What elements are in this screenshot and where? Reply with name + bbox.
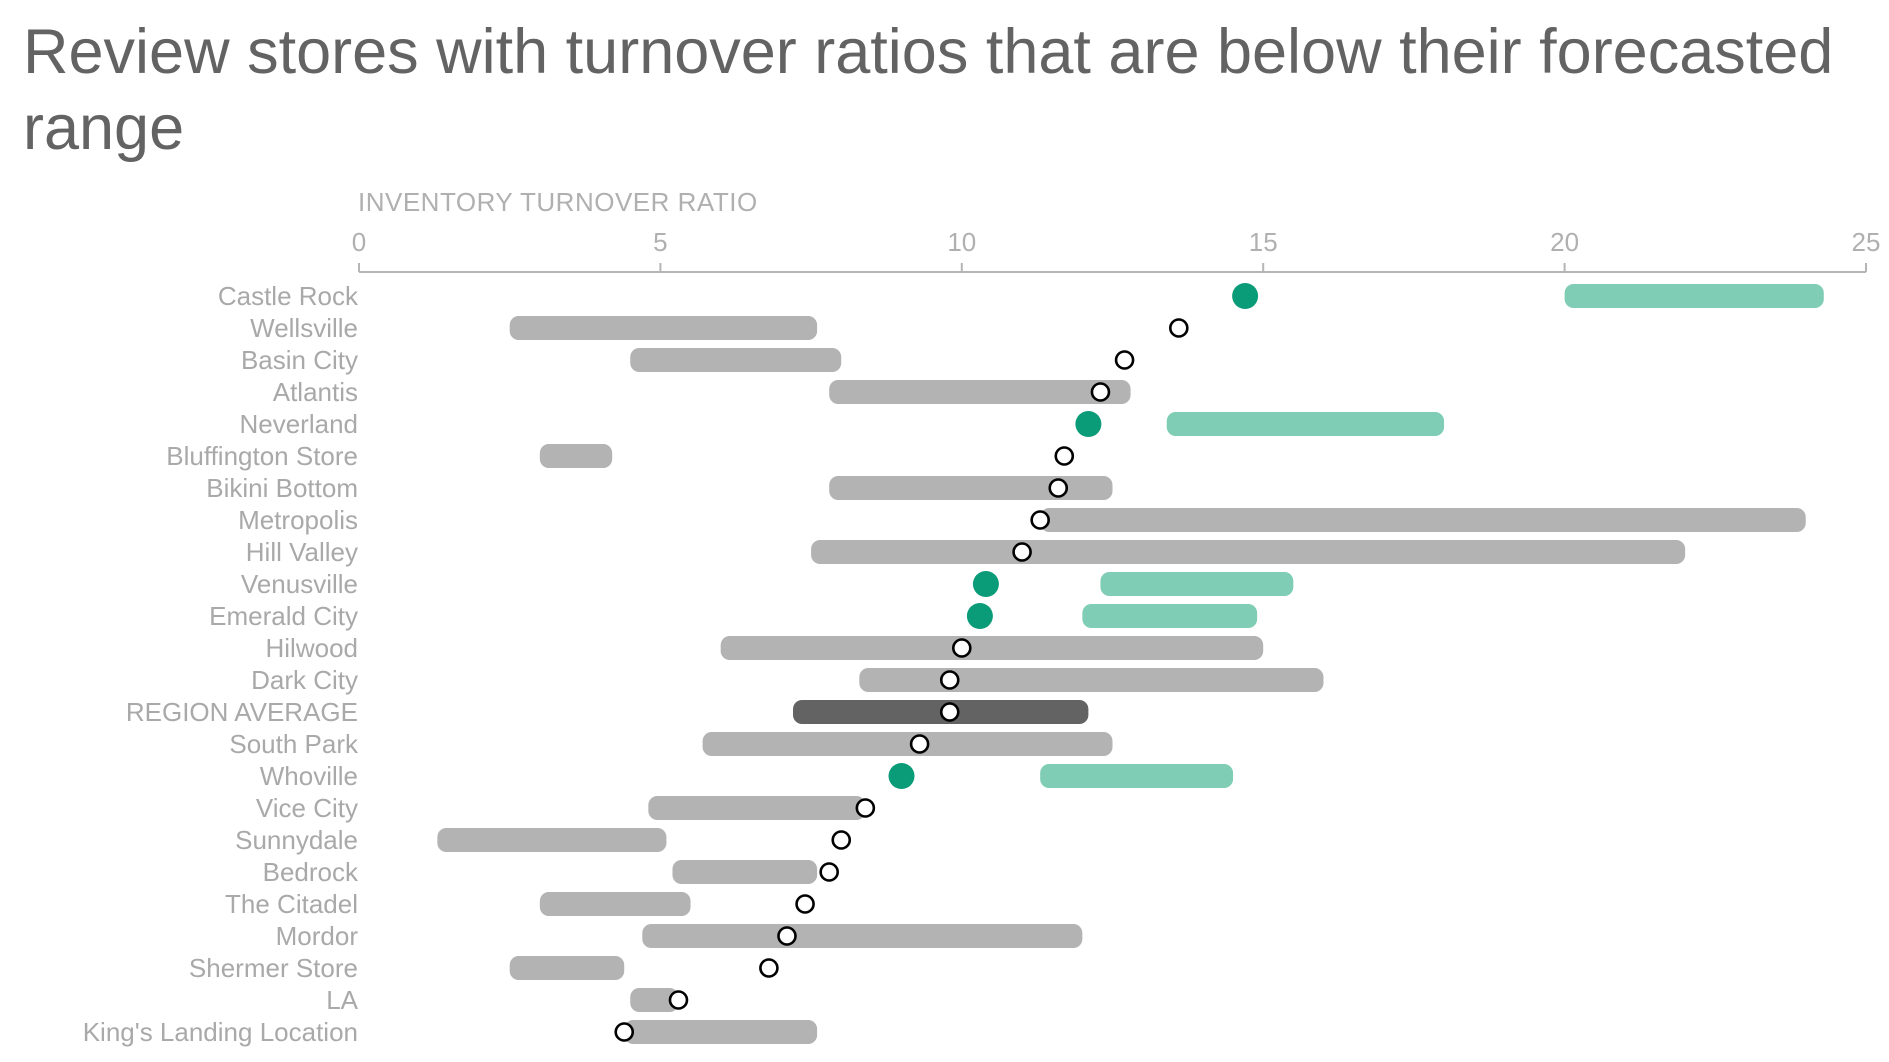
turnover-ratio-dot xyxy=(1114,350,1135,370)
category-label: Hill Valley xyxy=(246,537,358,567)
category-label: Bedrock xyxy=(263,857,359,887)
category-label: Shermer Store xyxy=(189,953,358,983)
category-label: Wellsville xyxy=(250,313,358,343)
turnover-ratio-dot xyxy=(909,734,930,754)
turnover-ratio-dot xyxy=(1054,446,1075,466)
x-tick-label: 20 xyxy=(1550,227,1579,257)
x-tick-label: 10 xyxy=(947,227,976,257)
turnover-ratio-dot xyxy=(668,990,689,1010)
forecast-range-bar xyxy=(630,348,842,372)
turnover-ratio-dot xyxy=(1090,382,1111,402)
category-label: Emerald City xyxy=(209,601,358,631)
category-label: The Citadel xyxy=(225,889,358,919)
turnover-ratio-dot xyxy=(939,670,960,690)
forecast-range-bar xyxy=(648,796,866,820)
turnover-ratio-dot xyxy=(951,638,972,658)
category-label: Basin City xyxy=(241,345,358,375)
category-label: LA xyxy=(326,985,358,1015)
x-tick-label: 25 xyxy=(1852,227,1881,257)
forecast-range-bar xyxy=(539,444,613,468)
turnover-ratio-dot xyxy=(831,830,852,850)
forecast-range-bar xyxy=(1564,284,1824,308)
category-label: Dark City xyxy=(251,665,358,695)
x-tick-label: 0 xyxy=(352,227,366,257)
forecast-range-bar xyxy=(702,732,1113,756)
turnover-ratio-dot xyxy=(1012,542,1032,562)
category-label: Whoville xyxy=(260,761,358,791)
turnover-ratio-dot xyxy=(939,702,960,722)
forecast-range-bar xyxy=(642,924,1083,948)
turnover-ratio-dot xyxy=(1075,411,1102,437)
category-label: Vice City xyxy=(256,793,358,823)
turnover-ratio-dot xyxy=(1232,283,1259,309)
forecast-range-bar xyxy=(829,380,1131,404)
turnover-ratio-dot xyxy=(614,1022,635,1042)
turnover-ratio-dot xyxy=(1048,478,1069,498)
turnover-ratio-dot xyxy=(1030,510,1050,530)
turnover-ratio-dot xyxy=(795,894,815,914)
forecast-range-bar xyxy=(1166,412,1445,436)
chart-title: Review stores with turnover ratios that … xyxy=(23,17,1834,163)
forecast-range-bar xyxy=(811,540,1686,564)
forecast-range-bar xyxy=(829,476,1113,500)
forecast-range-bar xyxy=(1082,604,1258,628)
forecast-range-bar xyxy=(672,860,818,884)
category-label: Sunnydale xyxy=(235,825,358,855)
category-label: Hilwood xyxy=(266,633,359,663)
turnover-ratio-dot xyxy=(1169,318,1189,338)
category-label: Mordor xyxy=(276,921,359,951)
turnover-ratio-dot xyxy=(777,926,797,946)
x-tick-label: 5 xyxy=(653,227,667,257)
forecast-range-bar xyxy=(720,636,1264,660)
x-tick-label: 15 xyxy=(1249,227,1278,257)
turnover-ratio-dot xyxy=(855,798,876,818)
turnover-ratio-dot xyxy=(888,763,915,789)
category-label: Bikini Bottom xyxy=(206,473,358,503)
forecast-range-bar xyxy=(624,1020,818,1044)
forecast-range-bar xyxy=(859,668,1324,692)
category-label: REGION AVERAGE xyxy=(126,697,358,727)
turnover-ratio-dot xyxy=(972,571,999,597)
category-label: Atlantis xyxy=(273,377,358,407)
category-label: Venusville xyxy=(241,569,358,599)
category-label: King's Landing Location xyxy=(83,1017,358,1047)
turnover-ratio-dot xyxy=(966,603,993,629)
category-label: South Park xyxy=(229,729,359,759)
forecast-range-bar xyxy=(509,316,818,340)
turnover-ratio-dot xyxy=(759,958,779,978)
forecast-range-bar xyxy=(437,828,667,852)
forecast-range-bar xyxy=(630,988,679,1012)
forecast-range-bar xyxy=(1100,572,1294,596)
forecast-range-bar xyxy=(539,892,691,916)
category-label: Bluffington Store xyxy=(166,441,358,471)
turnover-ratio-dot xyxy=(819,862,839,882)
category-label: Castle Rock xyxy=(218,281,359,311)
forecast-range-bar xyxy=(509,956,625,980)
forecast-range-bar xyxy=(1040,764,1234,788)
category-label: Metropolis xyxy=(238,505,358,535)
x-axis-title: INVENTORY TURNOVER RATIO xyxy=(358,187,758,217)
category-label: Neverland xyxy=(239,409,358,439)
forecast-range-bar xyxy=(1040,508,1806,532)
